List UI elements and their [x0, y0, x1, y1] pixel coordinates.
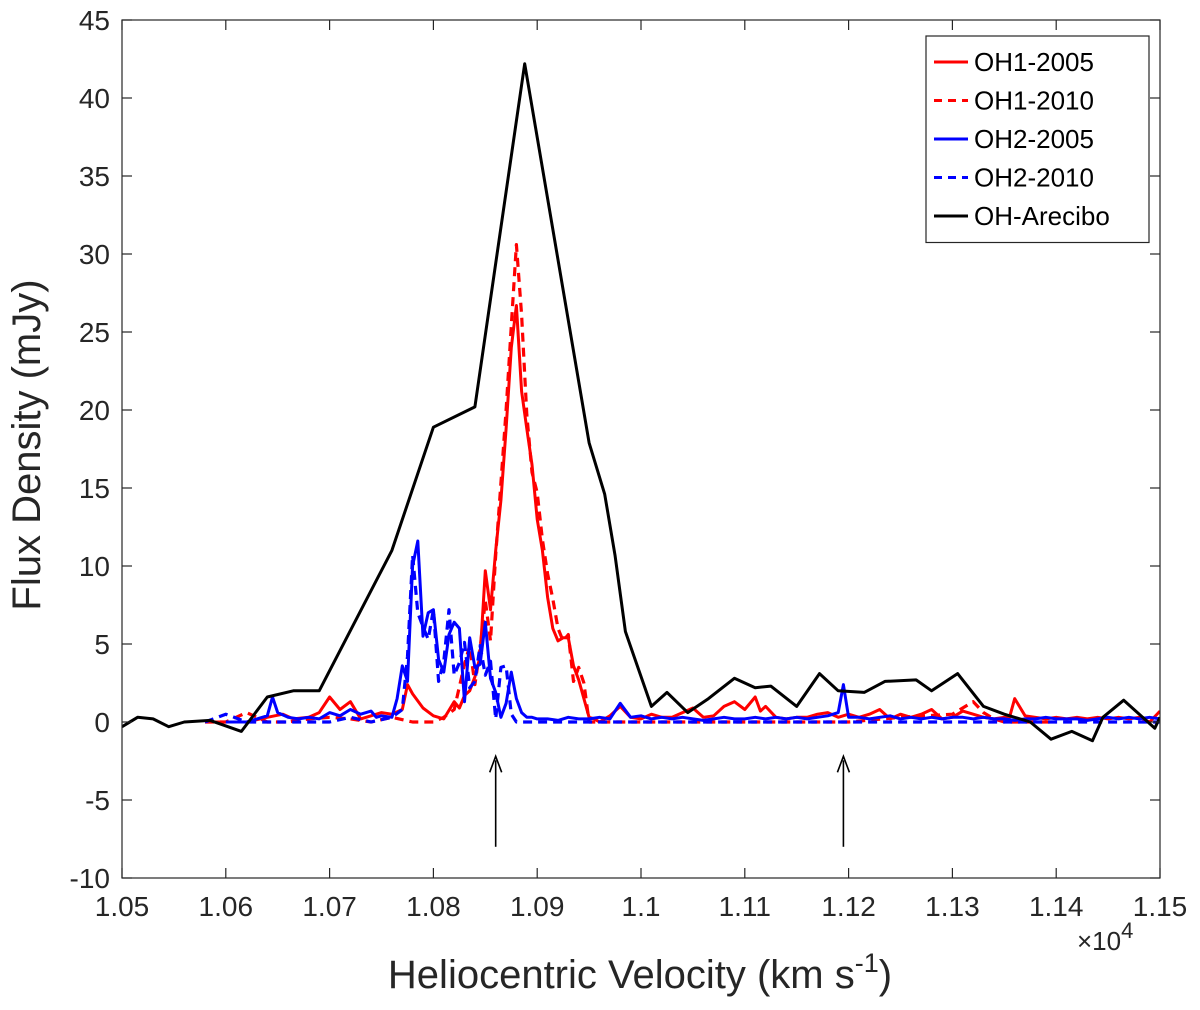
y-tick-label: 25	[79, 317, 110, 348]
y-tick-label: 10	[79, 551, 110, 582]
y-tick-label: 30	[79, 239, 110, 270]
legend-label-oh1-2010: OH1-2010	[974, 86, 1094, 116]
legend-label-oh2-2005: OH2-2005	[974, 124, 1094, 154]
y-axis-title: Flux Density (mJy)	[5, 279, 49, 610]
x-tick-label: 1.12	[821, 891, 876, 922]
y-tick-label: 40	[79, 83, 110, 114]
x-tick-label: 1.07	[302, 891, 357, 922]
legend-label-oh-arecibo: OH-Arecibo	[974, 201, 1110, 231]
annotation-arrow-head-1	[488, 754, 503, 773]
x-tick-label: 1.13	[925, 891, 980, 922]
x-axis-title-main: Heliocentric Velocity (km s	[388, 953, 855, 997]
x-tick-label: 1.06	[199, 891, 254, 922]
x-axis-exponent-power: 4	[1121, 918, 1133, 943]
series-line-oh-arecibo	[122, 62, 1160, 743]
y-tick-label: -10	[70, 863, 110, 894]
legend: OH1-2005 OH1-2010 OH2-2005 OH2-2010 OH-Areci…	[925, 35, 1150, 244]
x-axis-title: Heliocentric Velocity (km s-1)	[388, 948, 892, 997]
legend-label-oh1-2005: OH1-2005	[974, 47, 1094, 77]
x-tick-label: 1.14	[1029, 891, 1084, 922]
x-tick-label: 1.15	[1133, 891, 1188, 922]
x-tick-label: 1.09	[510, 891, 565, 922]
annotation-arrow-head-2	[836, 754, 851, 773]
x-axis-title-close: )	[879, 953, 892, 997]
y-tick-label: 5	[94, 629, 110, 660]
x-axis-exponent-base: ×10	[1077, 926, 1121, 956]
x-tick-label: 1.11	[719, 891, 771, 922]
y-tick-label: -5	[85, 785, 110, 816]
plot-area	[122, 62, 1160, 847]
x-tick-label: 1.08	[406, 891, 461, 922]
y-tick-label: 0	[94, 707, 110, 738]
series-line-oh2-2005	[225, 539, 1160, 724]
y-tick-label: 15	[79, 473, 110, 504]
y-tick-label: 45	[79, 5, 110, 36]
y-tick-label: 20	[79, 395, 110, 426]
x-axis-title-superscript: -1	[855, 948, 879, 978]
axes: 1.05 1.06 1.07 1.08 1.09 1.1 1.11 1.12 1.13 1.14 1…	[70, 5, 1188, 922]
x-axis-exponent: ×104	[1077, 918, 1133, 956]
legend-label-oh2-2010: OH2-2010	[974, 163, 1094, 193]
series-line-oh2-2010	[204, 553, 1160, 724]
x-tick-label: 1.05	[95, 891, 150, 922]
x-tick-label: 1.1	[622, 891, 661, 922]
y-tick-label: 35	[79, 161, 110, 192]
